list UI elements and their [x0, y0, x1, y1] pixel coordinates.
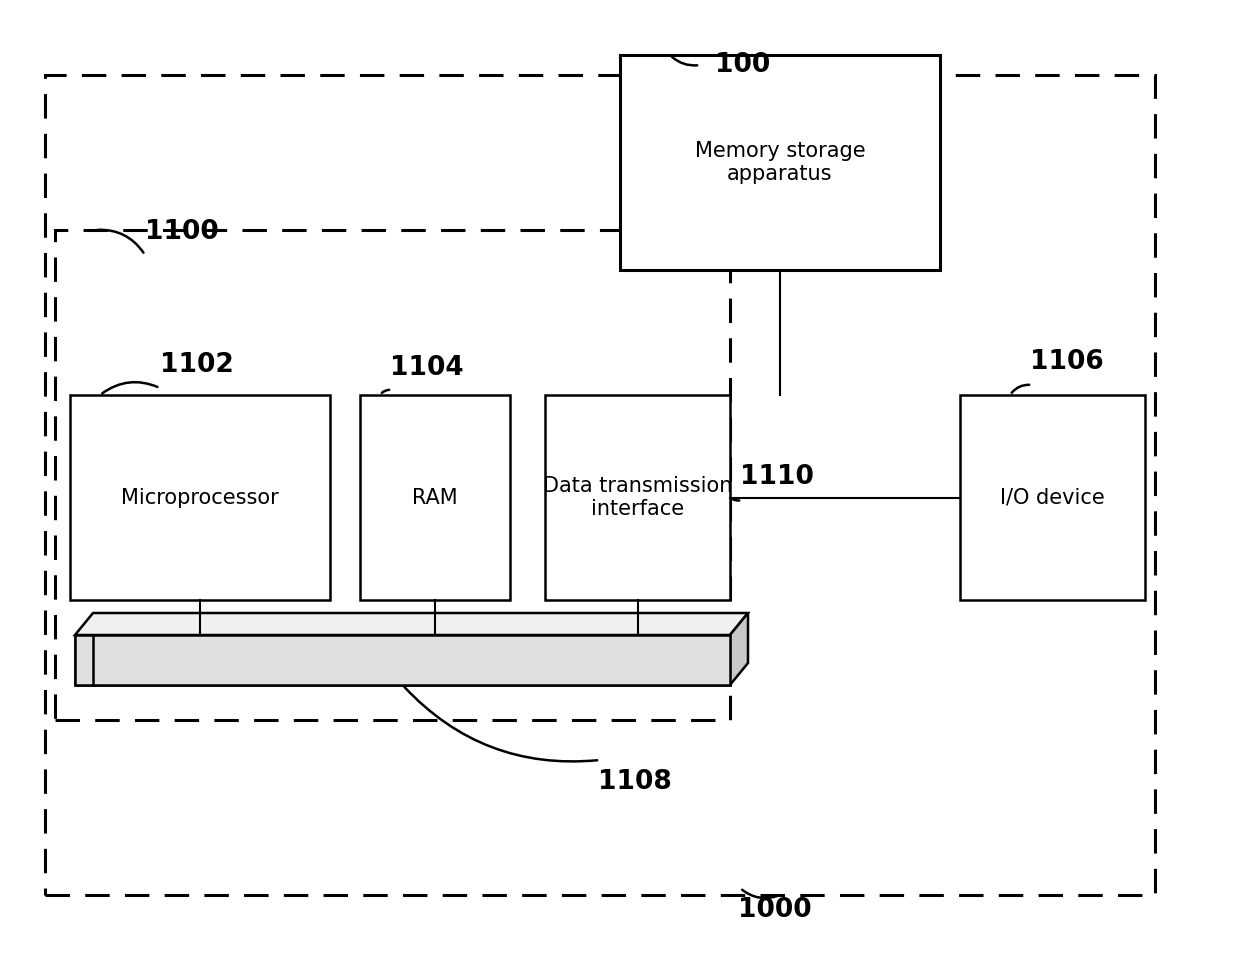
Text: 1110: 1110 [740, 464, 813, 490]
Text: 1106: 1106 [1030, 349, 1104, 375]
Text: 1100: 1100 [145, 219, 218, 245]
Text: 1104: 1104 [391, 355, 464, 381]
Bar [55, 230, 730, 720]
Text: I/O device: I/O device [1001, 487, 1105, 508]
Text: 1000: 1000 [738, 897, 812, 923]
Bar [960, 395, 1145, 600]
Text: 100: 100 [715, 52, 770, 78]
Bar [74, 635, 730, 685]
Bar [360, 395, 510, 600]
Polygon shape [74, 635, 95, 685]
Polygon shape [74, 613, 748, 635]
Bar [620, 55, 940, 270]
Text: RAM: RAM [412, 487, 458, 508]
Bar [93, 635, 730, 685]
Text: Data transmission
interface: Data transmission interface [543, 476, 732, 519]
Polygon shape [730, 613, 748, 685]
Text: 1102: 1102 [160, 352, 234, 378]
Text: Microprocessor: Microprocessor [122, 487, 279, 508]
Bar [45, 75, 1154, 895]
Text: 1108: 1108 [598, 769, 672, 795]
Bar [546, 395, 730, 600]
Text: Memory storage
apparatus: Memory storage apparatus [694, 141, 866, 184]
Bar [69, 395, 330, 600]
